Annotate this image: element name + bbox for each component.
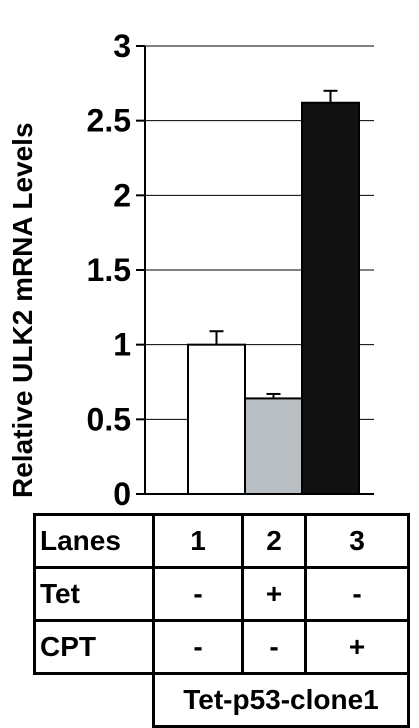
y-tick-label: 1	[113, 327, 131, 363]
table-row-cpt: CPT - - +	[33, 619, 410, 675]
table-row-tet: Tet - + -	[33, 566, 410, 622]
row-header-tet: Tet	[33, 566, 155, 622]
bars	[187, 101, 360, 495]
table-row-footer: Tet-p53-clone1	[35, 672, 410, 728]
cell-cpt-1: -	[152, 619, 244, 675]
y-axis	[136, 45, 374, 495]
bar-lane-1	[187, 343, 246, 495]
y-tick-label: 0	[113, 476, 131, 510]
cell-lanes-2: 2	[241, 513, 307, 569]
bar-lane-2	[244, 397, 303, 495]
cell-tet-1: -	[152, 566, 244, 622]
lanes-table: Lanes 1 2 3 Tet - + - CPT - - + Tet-p53-…	[33, 513, 410, 728]
y-axis-label: Relative ULK2 mRNA Levels	[7, 122, 38, 498]
cell-lanes-1: 1	[152, 513, 244, 569]
y-tick-labels: 0 0.5 1 1.5 2 2.5 3	[87, 28, 131, 510]
blank-cell	[35, 674, 154, 727]
y-tick-label: 2	[113, 177, 131, 213]
cell-tet-3: -	[304, 566, 410, 622]
clone-label: Tet-p53-clone1	[152, 672, 410, 728]
row-header-lanes: Lanes	[33, 513, 155, 569]
bar-lane-3	[301, 101, 360, 495]
y-tick-label: 3	[113, 28, 131, 64]
cell-cpt-3: +	[304, 619, 410, 675]
error-bars	[209, 89, 338, 399]
y-tick-label: 2.5	[87, 103, 131, 139]
y-tick-label: 0.5	[87, 401, 131, 437]
bar-chart: 0 0.5 1 1.5 2 2.5 3	[87, 28, 374, 510]
cell-cpt-2: -	[241, 619, 307, 675]
cell-tet-2: +	[241, 566, 307, 622]
table-row-lanes: Lanes 1 2 3	[33, 513, 410, 569]
row-header-cpt: CPT	[33, 619, 155, 675]
cell-lanes-3: 3	[304, 513, 410, 569]
y-tick-label: 1.5	[87, 252, 131, 288]
